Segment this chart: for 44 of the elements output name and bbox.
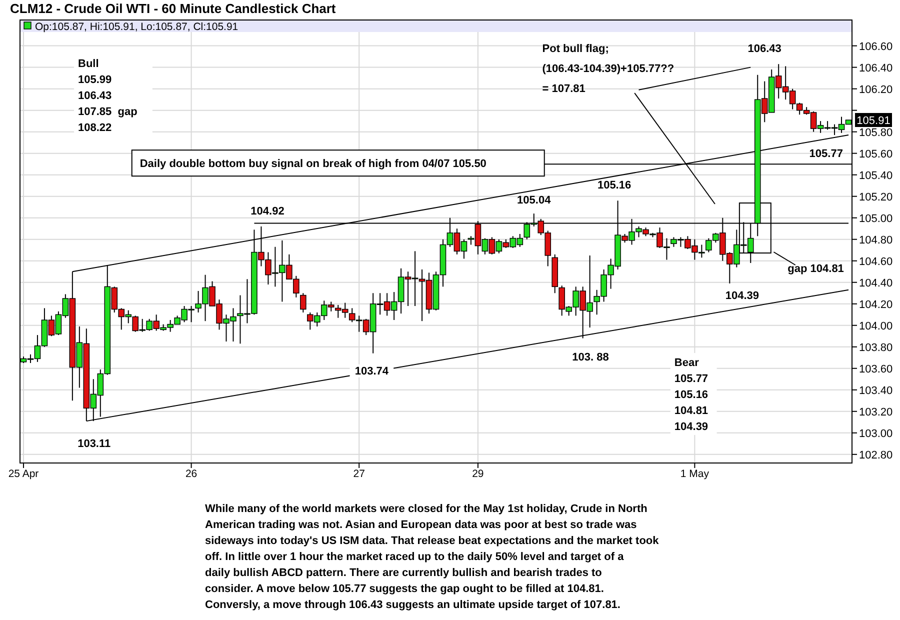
- annotation: gap 104.81: [788, 263, 844, 275]
- annotation: 105.16: [597, 180, 632, 192]
- x-tick-label: 29: [472, 468, 484, 480]
- annotation: Bear 105.77 105.16 104.81 104.39: [674, 357, 708, 433]
- y-tick-label: 105.80: [859, 126, 893, 139]
- y-tick-label: 103.20: [859, 406, 893, 418]
- y-tick-label: 105.20: [859, 191, 893, 204]
- y-tick-label: 103.40: [859, 384, 893, 397]
- y-tick-label: 106.40: [859, 62, 893, 74]
- text: 105.91: [856, 115, 890, 127]
- y-tick-label: 103.80: [859, 342, 893, 354]
- y-tick-label: 102.80: [859, 449, 893, 462]
- annotation: 103. 88: [572, 351, 609, 364]
- text: While many of the world markets were closed for the May 1st holiday, Crude in North American trading was not. Asian and European data was poor at best so trade was sideways into today's US ISM data. That release beat expectations and the market took off. In little over 1 hour the market raced up to the daily 50% level and target of a daily bullish ABCD pattern. There are currently bullish and bearish trades to consider. A move below 105.77 suggests the gap ought to be filled at 104.81. Conversly, a move through 106.43 suggests an ultimate upside target of 107.81.: [205, 503, 660, 611]
- annotation: Pot bull flag; (106.43-104.39)+105.77?? = 107.81: [542, 43, 674, 95]
- y-tick-label: 105.00: [859, 212, 893, 225]
- y-tick-label: 105.40: [859, 170, 893, 182]
- x-tick-label: 1 May: [680, 468, 710, 480]
- annotation: 106.43: [748, 43, 782, 55]
- x-tick-label: 26: [185, 468, 198, 480]
- x-tick-label: 25 Apr: [8, 468, 40, 480]
- annotation: 104.92: [250, 205, 284, 218]
- x-tick-label: 27: [353, 468, 366, 480]
- callout-box: Daily double bottom buy signal on break of high from 04/07 105.50: [131, 150, 545, 177]
- annotation: 105.77: [809, 148, 843, 160]
- annotation: 104.39: [725, 290, 760, 302]
- y-tick-label: 104.00: [859, 320, 893, 332]
- y-tick-label: 104.40: [859, 277, 893, 290]
- chart-title: CLM12 - Crude Oil WTI - 60 Minute Candlestick Chart: [10, 1, 336, 16]
- chart-subtitle: Op:105.87, Hi:105.91, Lo:105.87, Cl:105.91: [35, 21, 238, 33]
- y-tick-label: 105.60: [859, 148, 893, 160]
- candlestick: [300, 292, 306, 313]
- y-tick-label: 106.20: [859, 84, 893, 96]
- y-tick-label: 103.60: [859, 363, 893, 376]
- y-tick-label: 104.60: [859, 256, 893, 268]
- annotation: 105.04: [517, 194, 552, 207]
- annotation: 103.11: [78, 438, 111, 450]
- annotation: Bull 105.99 106.43 107.85 gap 108.22: [78, 58, 138, 134]
- y-tick-label: 103.00: [859, 428, 893, 440]
- ref-line-label: Daily double bottom buy signal on break of high from 04/07 105.50: [140, 158, 486, 170]
- y-tick-label: 104.80: [859, 234, 893, 246]
- annotation: 103.74: [354, 365, 390, 378]
- y-tick-label: 104.20: [859, 298, 893, 311]
- y-tick-label: 106.60: [859, 40, 893, 53]
